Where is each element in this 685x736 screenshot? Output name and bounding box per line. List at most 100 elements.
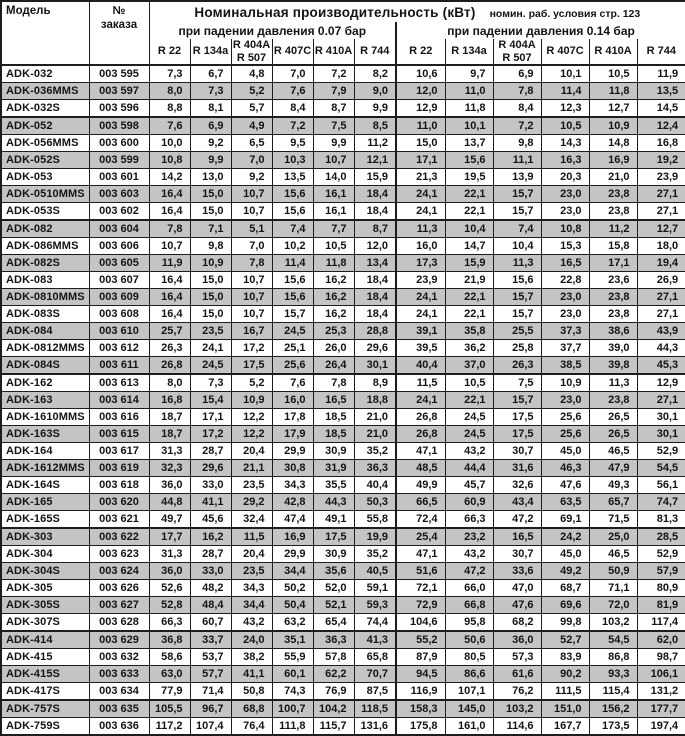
value-cell: 50,6: [444, 630, 494, 649]
value-cell: 45,3: [636, 356, 685, 375]
value-cell: 66,0: [444, 579, 494, 597]
value-cell: 16,9: [588, 151, 638, 169]
value-cell: 83,9: [540, 648, 590, 666]
table-row: ADK-304S 003 624 36,0 33,0 23,5 34,4 35,…: [0, 562, 685, 580]
value-cell: 11,0: [395, 116, 446, 135]
value-cell: 117,2: [148, 717, 191, 736]
value-cell: 40,5: [353, 562, 397, 580]
value-cell: 9,9: [353, 99, 397, 118]
value-cell: 40,4: [353, 476, 397, 494]
value-cell: 22,1: [444, 202, 494, 221]
model-cell: ADK-304S: [0, 562, 90, 580]
value-cell: 33,7: [189, 630, 232, 649]
value-cell: 93,3: [588, 665, 638, 683]
value-cell: 15,7: [492, 185, 542, 203]
value-cell: 50,2: [271, 579, 314, 597]
value-cell: 7,1: [189, 219, 232, 238]
value-cell: 16,8: [148, 391, 191, 409]
value-cell: 16,4: [148, 288, 191, 306]
value-cell: 14,2: [148, 168, 191, 186]
value-cell: 7,2: [271, 116, 314, 135]
value-cell: 47,1: [395, 545, 446, 563]
value-cell: 11,4: [271, 254, 314, 272]
value-cell: 27,1: [636, 202, 685, 221]
value-cell: 28,7: [189, 442, 232, 460]
model-cell: ADK-0510MMS: [0, 185, 90, 203]
value-cell: 14,5: [636, 99, 685, 118]
value-cell: 16,7: [230, 322, 273, 340]
table-row: ADK-0510MMS 003 603 16,4 15,0 10,7 15,6 …: [0, 185, 685, 203]
value-cell: 8,9: [353, 373, 397, 392]
value-cell: 28,5: [636, 527, 685, 546]
table-row: ADK-084S 003 611 26,8 24,5 17,5 25,6 26,…: [0, 356, 685, 375]
value-cell: 15,6: [271, 185, 314, 203]
refrigerant-col-header-r744-1: R 744: [353, 39, 397, 66]
order-number-cell: 003 628: [88, 613, 150, 632]
value-cell: 10,7: [148, 237, 191, 255]
value-cell: 12,7: [588, 99, 638, 118]
table-row: ADK-052S 003 599 10,8 9,9 7,0 10,3 10,7 …: [0, 151, 685, 169]
value-cell: 48,2: [189, 579, 232, 597]
value-cell: 30,1: [353, 356, 397, 375]
value-cell: 7,6: [271, 82, 314, 100]
value-cell: 21,0: [588, 168, 638, 186]
value-cell: 15,6: [271, 288, 314, 306]
table-row: ADK-083S 003 608 16,4 15,0 10,7 15,7 16,…: [0, 305, 685, 323]
model-cell: ADK-759S: [0, 717, 90, 736]
value-cell: 47,1: [395, 442, 446, 460]
value-cell: 34,3: [230, 579, 273, 597]
model-cell: ADK-082: [0, 219, 90, 238]
value-cell: 23,8: [588, 305, 638, 323]
value-cell: 9,8: [492, 134, 542, 152]
value-cell: 13,0: [189, 168, 232, 186]
value-cell: 16,0: [395, 237, 446, 255]
value-cell: 7,7: [312, 219, 355, 238]
value-cell: 68,7: [540, 579, 590, 597]
value-cell: 72,4: [395, 510, 446, 529]
value-cell: 17,9: [271, 425, 314, 443]
refrigerant-col-header-r22-1: R 22: [148, 39, 191, 66]
value-cell: 11,3: [395, 219, 446, 238]
value-cell: 104,6: [395, 613, 446, 632]
value-cell: 65,4: [312, 613, 355, 632]
value-cell: 15,7: [492, 202, 542, 221]
value-cell: 16,2: [312, 288, 355, 306]
value-cell: 74,3: [271, 682, 314, 701]
value-cell: 50,3: [353, 493, 397, 511]
value-cell: 10,1: [444, 116, 494, 135]
value-cell: 86,6: [444, 665, 494, 683]
order-number-cell: 003 601: [88, 168, 150, 186]
value-cell: 18,4: [353, 288, 397, 306]
value-cell: 33,6: [492, 562, 542, 580]
value-cell: 23,0: [540, 202, 590, 221]
value-cell: 36,0: [148, 476, 191, 494]
model-cell: ADK-083S: [0, 305, 90, 323]
value-cell: 54,5: [636, 459, 685, 477]
table-row: ADK-164 003 617 31,3 28,7 20,4 29,9 30,9…: [0, 442, 685, 460]
value-cell: 60,9: [444, 493, 494, 511]
value-cell: 26,3: [492, 356, 542, 375]
refrigerant-col-header-r404a-1: R 404A R 507: [230, 39, 273, 66]
table-row: ADK-084 003 610 25,7 23,5 16,7 24,5 25,3…: [0, 322, 685, 340]
table-row: ADK-164S 003 618 36,0 33,0 23,5 34,3 35,…: [0, 476, 685, 494]
value-cell: 18,4: [353, 185, 397, 203]
value-cell: 22,8: [540, 271, 590, 289]
value-cell: 36,0: [148, 562, 191, 580]
value-cell: 11,3: [492, 254, 542, 272]
value-cell: 8,4: [271, 99, 314, 118]
value-cell: 6,7: [189, 64, 232, 83]
value-cell: 24,1: [395, 185, 446, 203]
table-row: ADK-036MMS 003 597 8,0 7,3 5,2 7,6 7,9 9…: [0, 82, 685, 100]
value-cell: 11,1: [492, 151, 542, 169]
value-cell: 10,8: [540, 219, 590, 238]
order-number-cell: 003 609: [88, 288, 150, 306]
value-cell: 41,1: [230, 665, 273, 683]
value-cell: 66,5: [395, 493, 446, 511]
table-row: ADK-032 003 595 7,3 6,7 4,8 7,0 7,2 8,2 …: [0, 64, 685, 83]
value-cell: 44,3: [312, 493, 355, 511]
value-cell: 115,4: [588, 682, 638, 701]
value-cell: 175,8: [395, 717, 446, 736]
value-cell: 116,9: [395, 682, 446, 701]
value-cell: 4,9: [230, 116, 273, 135]
value-cell: 18,4: [353, 305, 397, 323]
